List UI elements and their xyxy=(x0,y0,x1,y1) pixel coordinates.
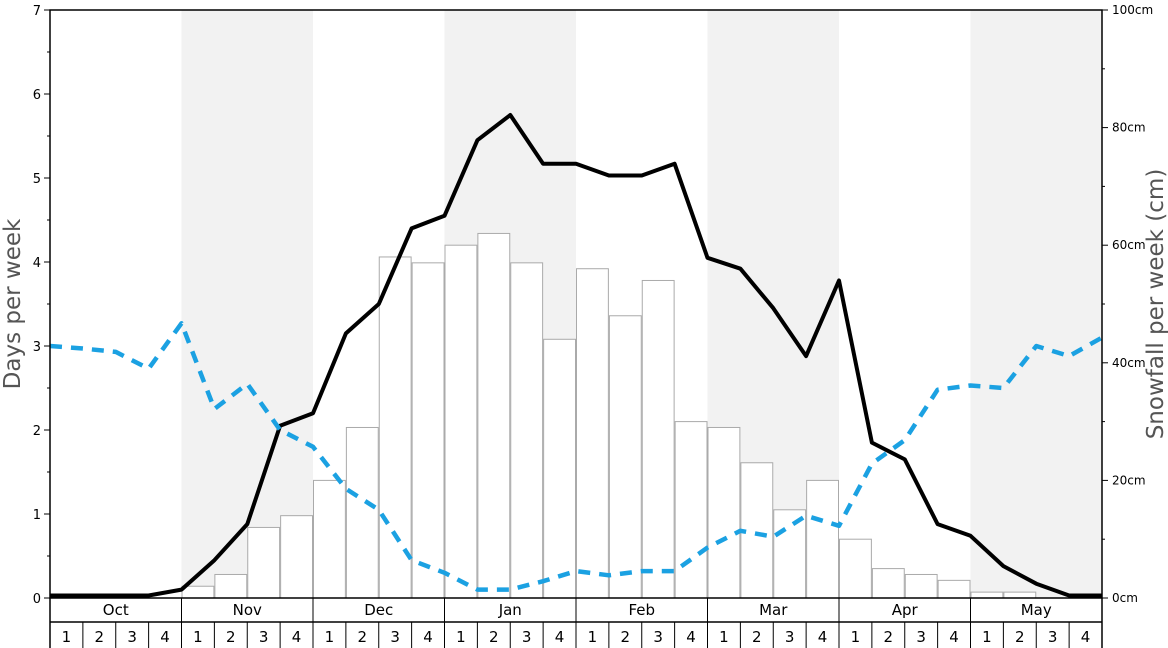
snowfall-bar xyxy=(871,568,905,599)
y2-tick-label: 100cm xyxy=(1112,3,1153,17)
snowfall-bar xyxy=(313,479,346,599)
snowfall-bar xyxy=(937,579,971,599)
y-tick-label: 6 xyxy=(33,88,41,103)
week-label: 3 xyxy=(785,628,795,646)
week-label: 3 xyxy=(390,628,400,646)
week-label: 4 xyxy=(686,628,696,646)
week-label: 3 xyxy=(259,628,269,646)
week-label: 1 xyxy=(982,628,992,646)
snowfall-bar xyxy=(773,509,807,599)
week-label: 1 xyxy=(62,628,72,646)
week-label: 4 xyxy=(160,628,170,646)
y-tick-label: 5 xyxy=(33,172,41,187)
snowfall-bar xyxy=(839,538,872,599)
snowfall-bar xyxy=(214,573,248,599)
y2-tick-label: 0cm xyxy=(1112,591,1138,605)
week-label: 3 xyxy=(1048,628,1058,646)
y2-tick-label: 60cm xyxy=(1112,238,1146,252)
week-label: 1 xyxy=(719,628,729,646)
dashed-line xyxy=(49,321,1104,592)
snowfall-bar xyxy=(970,591,1004,599)
week-label: 2 xyxy=(489,628,499,646)
week-label: 4 xyxy=(555,628,565,646)
snowfall-bar xyxy=(707,426,741,599)
week-label: 3 xyxy=(127,628,137,646)
snowfall-bar xyxy=(904,573,938,599)
snowfall-bar xyxy=(477,232,511,599)
week-label: 2 xyxy=(1015,628,1025,646)
snowfall-bar xyxy=(641,279,675,599)
week-label: 1 xyxy=(851,628,861,646)
week-label: 4 xyxy=(818,628,828,646)
shade-may xyxy=(970,10,1102,598)
week-label: 2 xyxy=(95,628,105,646)
week-label: 2 xyxy=(621,628,631,646)
week-label: 4 xyxy=(1081,628,1091,646)
week-label: 4 xyxy=(949,628,959,646)
week-label: 1 xyxy=(193,628,203,646)
snowfall-bar xyxy=(510,262,544,599)
y2-tick-label: 20cm xyxy=(1112,473,1146,487)
y-axis-title: Days per week xyxy=(0,218,26,389)
right-axis: 0cm 20cm 40cm 60cm 80cm 100cm xyxy=(1102,3,1153,605)
week-label: 1 xyxy=(588,628,598,646)
y2-tick-label: 40cm xyxy=(1112,356,1146,370)
y-tick-label: 2 xyxy=(33,424,41,439)
day-lines xyxy=(49,113,1104,598)
week-label: 2 xyxy=(752,628,762,646)
y-tick-label: 4 xyxy=(33,256,41,271)
left-axis: 0 1 2 3 4 5 6 7 xyxy=(33,4,50,607)
week-label: 1 xyxy=(456,628,466,646)
snowfall-bar xyxy=(576,268,609,599)
week-label: 2 xyxy=(884,628,894,646)
month-label: Feb xyxy=(628,601,655,619)
y-tick-label: 0 xyxy=(33,592,41,607)
week-label: 2 xyxy=(226,628,236,646)
snowfall-bar xyxy=(806,479,839,599)
month-label: Apr xyxy=(892,601,919,619)
snowfall-bar xyxy=(543,338,576,599)
week-label: 1 xyxy=(325,628,335,646)
snowfall-bar xyxy=(608,315,642,599)
month-label: Oct xyxy=(103,601,129,619)
snowfall-bars xyxy=(181,232,1037,599)
month-label: Nov xyxy=(233,601,262,619)
y-tick-label: 3 xyxy=(33,340,41,355)
week-label: 3 xyxy=(653,628,663,646)
shade-nov xyxy=(181,10,313,598)
y2-axis-title: Snowfall per week (cm) xyxy=(1143,169,1168,440)
week-label: 3 xyxy=(522,628,532,646)
month-label: May xyxy=(1021,601,1052,619)
week-label: 4 xyxy=(292,628,302,646)
month-label: Mar xyxy=(759,601,788,619)
snowfall-bar xyxy=(674,421,708,599)
week-label: 2 xyxy=(358,628,368,646)
y-tick-label: 7 xyxy=(33,4,41,19)
snowfall-bar xyxy=(247,526,281,599)
y-tick-label: 1 xyxy=(33,508,41,523)
month-label: Jan xyxy=(498,601,522,619)
week-label: 4 xyxy=(423,628,433,646)
snowfall-bar xyxy=(181,585,215,599)
snowfall-bar xyxy=(444,244,478,599)
week-label: 3 xyxy=(916,628,926,646)
y2-tick-label: 80cm xyxy=(1112,121,1146,135)
month-week-axis: Oct 1 2 3 4 Nov 1 2 3 4 Dec 1 2 3 4 Jan 1 2 3 4 Feb 1 2 3 4 Mar 1 2… xyxy=(49,598,1103,648)
snowfall-bar xyxy=(1003,591,1037,599)
month-label: Dec xyxy=(364,601,393,619)
solid-line xyxy=(50,113,1102,598)
snowfall-bar xyxy=(378,256,412,599)
snowfall-bar xyxy=(411,262,445,599)
snowfall-bar xyxy=(345,426,379,599)
snowfall-bar xyxy=(280,515,313,599)
